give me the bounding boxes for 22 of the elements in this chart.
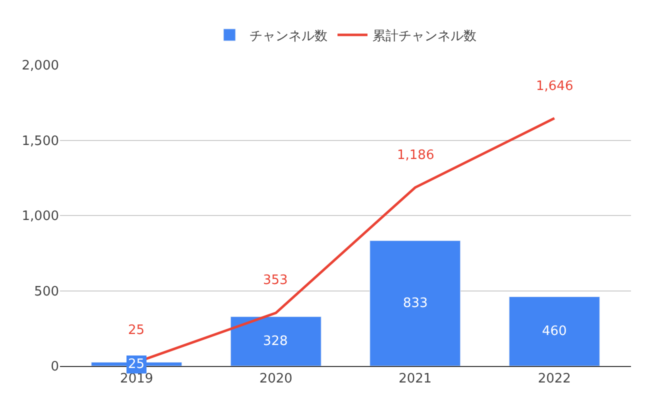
data-label: 1,186 xyxy=(397,148,434,163)
data-label: 1,646 xyxy=(536,79,574,94)
data-label: 460 xyxy=(542,324,567,339)
x-tick-label: 2020 xyxy=(259,372,292,387)
bar xyxy=(370,240,461,366)
y-tick-label: 1,000 xyxy=(22,209,59,224)
data-label: 833 xyxy=(403,296,428,311)
x-tick-label: 2021 xyxy=(398,372,432,387)
y-tick-label: 0 xyxy=(50,360,59,375)
y-tick-label: 1,500 xyxy=(22,134,59,149)
x-tick-label: 2019 xyxy=(120,372,154,387)
legend-label: チャンネル数 xyxy=(250,28,328,44)
bar xyxy=(508,296,600,366)
data-label: 328 xyxy=(263,334,288,349)
data-label: 25 xyxy=(128,357,145,372)
bar xyxy=(230,316,322,366)
y-tick-label: 2,000 xyxy=(22,58,59,74)
y-tick-label: 500 xyxy=(34,284,59,300)
data-label: 353 xyxy=(263,273,288,288)
x-tick-label: 2022 xyxy=(538,372,571,387)
data-label: 25 xyxy=(128,323,145,338)
legend-label: 累計チャンネル数 xyxy=(372,28,476,44)
